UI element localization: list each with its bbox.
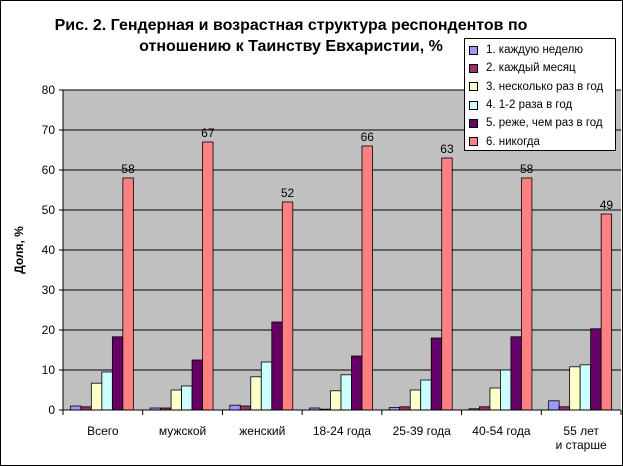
bar (569, 366, 581, 411)
legend-label: 5. реже, чем раз в год (486, 117, 603, 130)
y-tick-label: 70 (42, 123, 56, 137)
bar (229, 404, 241, 411)
chart-title-line-1: Рис. 2. Гендерная и возрастная структура… (54, 17, 528, 34)
bar (351, 355, 363, 411)
bar (330, 390, 342, 411)
data-label: 58 (121, 162, 135, 176)
y-tick-label: 30 (42, 283, 56, 297)
y-tick-label: 50 (42, 203, 56, 217)
legend-swatch (469, 118, 478, 128)
bar (181, 385, 193, 411)
data-label: 63 (440, 142, 454, 156)
y-tick-label: 80 (42, 83, 56, 97)
legend-label: 1. каждую неделю (486, 44, 583, 57)
bar (590, 328, 602, 411)
bar (409, 389, 422, 411)
bar (281, 201, 294, 411)
legend-item: 4. 1-2 раза в год (469, 96, 615, 114)
y-axis: 0 10 20 30 40 50 60 70 80 (42, 83, 64, 417)
bar (600, 213, 613, 411)
bar (361, 145, 373, 411)
bar (579, 364, 592, 411)
data-label: 49 (600, 198, 614, 212)
x-tick-label: 25-39 года (393, 424, 452, 438)
bar (239, 405, 252, 411)
bar (441, 157, 453, 411)
chart-title: Рис. 2. Гендерная и возрастная структура… (11, 15, 571, 57)
bar (170, 389, 182, 411)
x-tick-label: женский (239, 424, 285, 438)
data-label: 67 (201, 126, 215, 140)
bar (191, 359, 203, 411)
y-axis-title: Доля, % (12, 226, 26, 274)
bar (122, 177, 134, 411)
data-label: 52 (281, 186, 295, 200)
bar (90, 382, 103, 411)
bar (521, 177, 533, 411)
legend-item: 2. каждый месяц (469, 59, 615, 77)
x-tick-label: Всего (87, 424, 119, 438)
legend-swatch (469, 45, 478, 55)
legend-swatch (469, 100, 478, 110)
legend-item: 3. несколько раз в год (469, 78, 615, 96)
chart-title-line-2: отношению к Таинству Евхаристии, % (139, 38, 443, 55)
y-tick-label: 0 (48, 403, 55, 417)
x-tick-label: мужской (159, 424, 206, 438)
legend-item: 1. каждую неделю (469, 41, 615, 59)
bar (489, 387, 501, 411)
y-tick-label: 20 (42, 323, 56, 337)
y-tick-label: 60 (42, 163, 56, 177)
data-label: 58 (520, 162, 534, 176)
bar (111, 336, 124, 411)
x-tick-label: 40-54 года (472, 424, 531, 438)
legend-swatch (469, 63, 478, 73)
legend-label: 6. никогда (486, 135, 540, 148)
data-label: 66 (361, 130, 375, 144)
bar (69, 405, 82, 411)
y-tick-label: 40 (42, 243, 56, 257)
x-axis: Всего мужской женский 18-24 года 25-39 года 4… (62, 409, 622, 452)
bar (548, 400, 560, 411)
bars (69, 141, 613, 411)
bar (101, 371, 113, 411)
x-tick-label: 18-24 года (313, 424, 372, 438)
legend: 1. каждую неделю 2. каждый месяц 3. нескол… (464, 38, 616, 151)
bar (340, 374, 352, 411)
legend-item: 5. реже, чем раз в год (469, 114, 615, 132)
bar (420, 379, 432, 411)
legend-swatch (469, 82, 478, 92)
x-tick-label: 55 лет и старше (556, 424, 607, 452)
bar (500, 369, 512, 411)
legend-label: 3. несколько раз в год (486, 80, 604, 93)
legend-swatch (469, 137, 478, 147)
bar (271, 321, 283, 411)
bar (510, 336, 522, 411)
y-tick-label: 10 (42, 363, 56, 377)
bar (260, 361, 273, 411)
bar (250, 376, 262, 411)
data-labels: 58 67 52 66 63 58 49 (121, 126, 613, 212)
bar (430, 337, 443, 411)
legend-label: 2. каждый месяц (486, 62, 576, 75)
legend-item: 6. никогда (469, 132, 615, 150)
legend-label: 4. 1-2 раза в год (486, 99, 573, 112)
bar (202, 141, 214, 411)
